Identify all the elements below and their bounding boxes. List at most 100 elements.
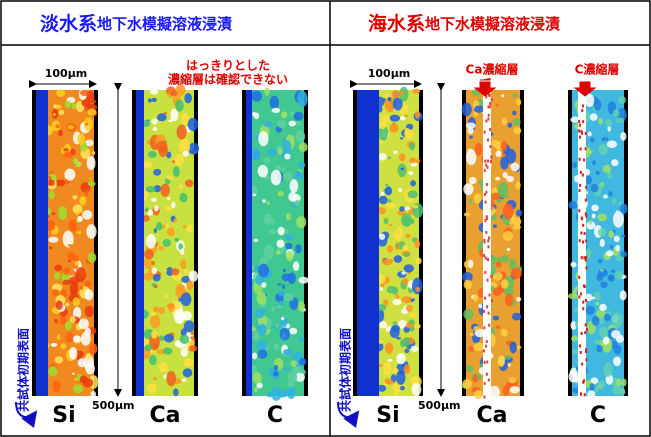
texture-spot bbox=[387, 286, 396, 294]
texture-spot bbox=[289, 179, 298, 193]
texture-spot bbox=[89, 177, 92, 179]
band-speck bbox=[483, 326, 485, 329]
texture-spot bbox=[258, 264, 269, 278]
texture-spot bbox=[404, 217, 411, 226]
band-speck bbox=[484, 160, 486, 163]
texture-spot bbox=[264, 245, 274, 260]
band-speck bbox=[578, 295, 580, 298]
band-speck bbox=[483, 254, 485, 257]
texture-spot bbox=[72, 195, 77, 200]
texture-spot bbox=[54, 319, 57, 323]
texture-spot bbox=[611, 270, 616, 273]
texture-spot bbox=[278, 227, 285, 236]
texture-spot bbox=[266, 201, 270, 205]
texture-spot bbox=[285, 235, 294, 241]
band-speck bbox=[582, 240, 584, 243]
texture-spot bbox=[389, 224, 392, 226]
texture-spot bbox=[183, 151, 189, 157]
texture-spot bbox=[49, 247, 53, 250]
texture-spot bbox=[282, 112, 287, 118]
band-speck bbox=[582, 301, 584, 304]
note: Ca濃縮層 bbox=[466, 62, 519, 77]
texture-spot bbox=[615, 271, 623, 280]
texture-spot bbox=[282, 284, 285, 289]
texture-spot bbox=[503, 203, 514, 219]
texture-spot bbox=[175, 100, 184, 112]
texture-spot bbox=[254, 387, 258, 392]
texture-spot bbox=[416, 159, 420, 163]
texture-spot bbox=[393, 151, 397, 155]
texture-spot bbox=[283, 269, 286, 273]
texture-spot bbox=[152, 267, 158, 274]
texture-spot bbox=[587, 132, 591, 137]
map-base bbox=[246, 90, 304, 396]
texture-spot bbox=[508, 122, 513, 127]
band-speck bbox=[585, 239, 587, 242]
texture-spot bbox=[605, 119, 612, 128]
band-speck bbox=[586, 328, 588, 331]
texture-spot bbox=[510, 341, 517, 353]
texture-spot bbox=[401, 271, 406, 275]
scale-label: 500μm bbox=[418, 399, 461, 412]
texture-spot bbox=[271, 306, 275, 313]
surface-label: 共試体初期表面 bbox=[16, 328, 31, 412]
texture-spot bbox=[400, 386, 405, 390]
band-speck bbox=[484, 382, 486, 385]
band-speck bbox=[582, 224, 584, 227]
band-speck bbox=[579, 189, 581, 192]
texture-spot bbox=[154, 205, 159, 211]
texture-spot bbox=[148, 98, 152, 102]
texture-spot bbox=[390, 259, 393, 263]
texture-spot bbox=[84, 189, 88, 196]
texture-spot bbox=[409, 157, 416, 163]
texture-spot bbox=[468, 199, 472, 204]
texture-spot bbox=[469, 177, 477, 184]
texture-spot bbox=[404, 364, 411, 374]
band-speck bbox=[489, 294, 491, 297]
texture-spot bbox=[393, 98, 403, 111]
texture-spot bbox=[285, 367, 290, 371]
texture-spot bbox=[63, 152, 73, 158]
texture-spot bbox=[262, 199, 266, 203]
texture-spot bbox=[149, 355, 157, 365]
texture-spot bbox=[603, 337, 610, 345]
texture-spot bbox=[574, 307, 578, 311]
band-speck bbox=[484, 297, 486, 300]
texture-spot bbox=[287, 272, 295, 284]
texture-spot bbox=[66, 332, 74, 343]
texture-spot bbox=[146, 234, 156, 249]
band-speck bbox=[584, 232, 586, 235]
texture-spot bbox=[85, 123, 88, 126]
band-speck bbox=[490, 160, 492, 163]
texture-spot bbox=[462, 379, 472, 389]
band-speck bbox=[484, 219, 486, 222]
band-speck bbox=[585, 132, 587, 135]
texture-spot bbox=[63, 267, 70, 274]
band-speck bbox=[489, 145, 491, 148]
band-speck bbox=[585, 215, 587, 218]
texture-spot bbox=[473, 326, 479, 331]
texture-spot bbox=[409, 313, 416, 318]
texture-spot bbox=[400, 137, 404, 139]
texture-spot bbox=[283, 293, 294, 301]
texture-spot bbox=[601, 182, 604, 186]
texture-spot bbox=[604, 313, 611, 321]
texture-spot bbox=[508, 364, 511, 367]
band-speck bbox=[584, 331, 586, 334]
note: 濃縮層は確認できない bbox=[168, 72, 288, 87]
texture-spot bbox=[598, 381, 606, 388]
texture-spot bbox=[403, 337, 410, 346]
texture-spot bbox=[412, 89, 420, 94]
texture-spot bbox=[397, 337, 401, 340]
texture-spot bbox=[58, 206, 67, 220]
texture-spot bbox=[392, 299, 401, 305]
texture-spot bbox=[283, 140, 292, 153]
band-speck bbox=[584, 393, 586, 396]
texture-spot bbox=[269, 229, 277, 234]
texture-spot bbox=[413, 205, 418, 208]
figure: 淡水系地下水模擬溶液浸漬 海水系地下水模擬溶液浸漬 100μm はっきりとした … bbox=[0, 0, 651, 437]
texture-spot bbox=[167, 228, 175, 237]
scale-label: 500μm bbox=[92, 399, 135, 412]
band-speck bbox=[484, 131, 486, 134]
texture-spot bbox=[621, 235, 625, 238]
